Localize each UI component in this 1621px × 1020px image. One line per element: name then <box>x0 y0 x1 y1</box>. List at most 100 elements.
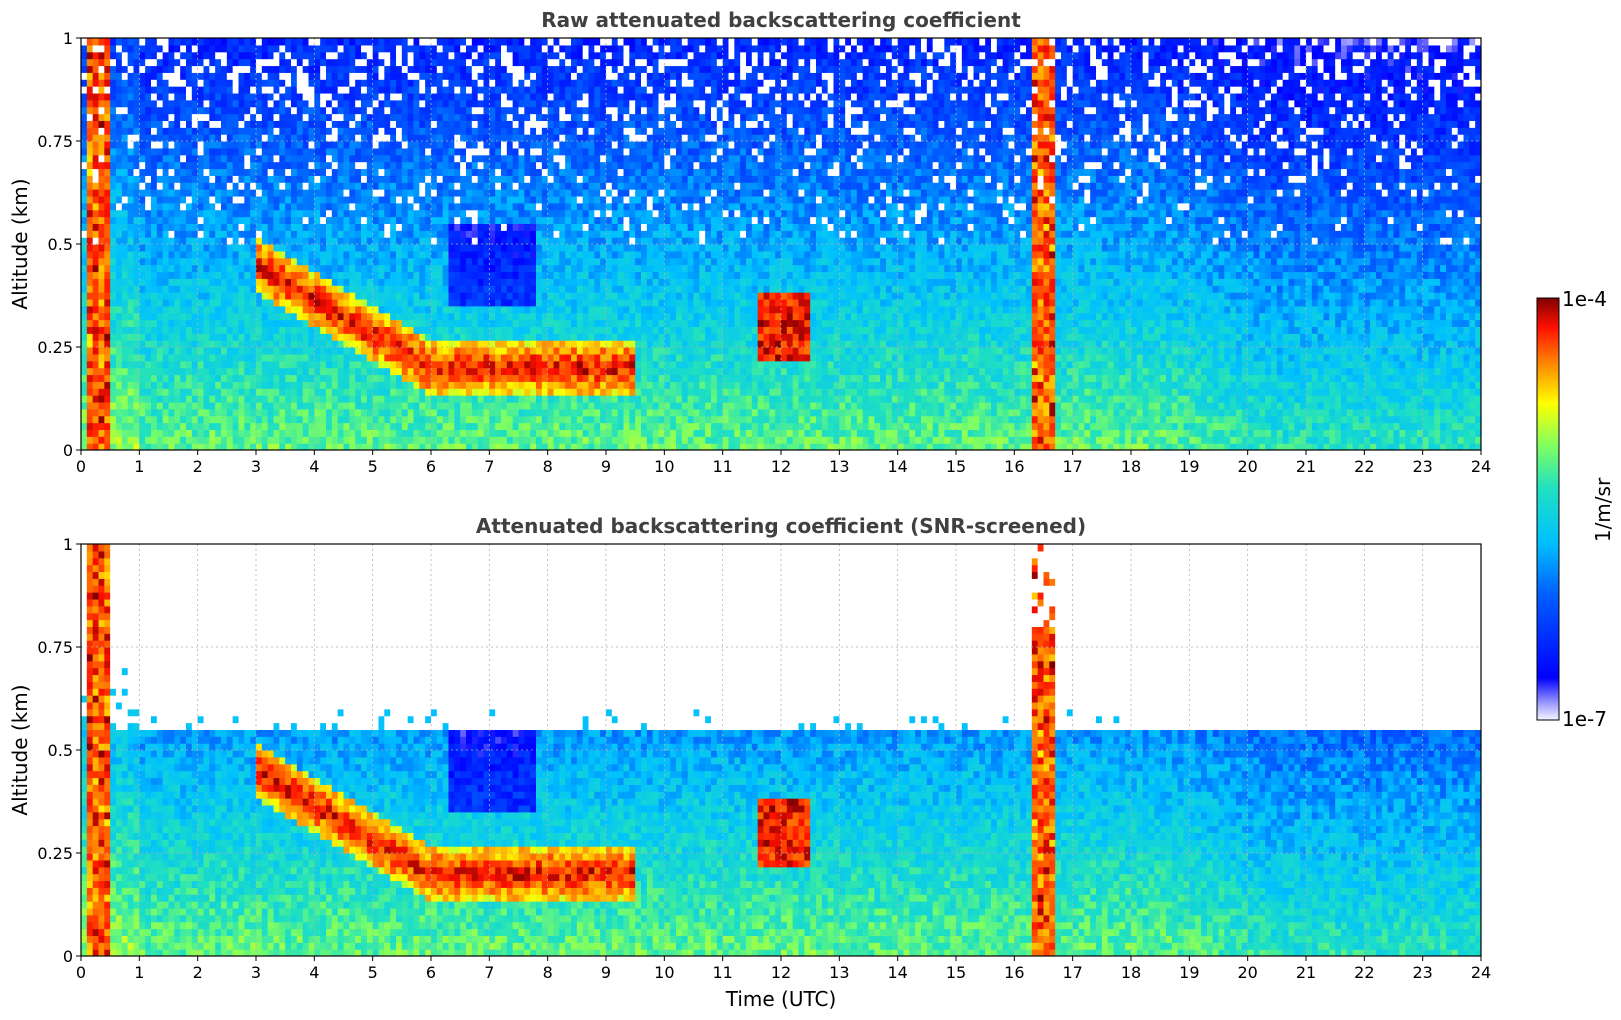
heatmap-cell <box>221 319 228 327</box>
heatmap-cell <box>436 347 444 355</box>
heatmap-cell <box>559 92 566 101</box>
heatmap-cell <box>466 230 473 238</box>
heatmap-cell <box>215 326 222 334</box>
heatmap-cell <box>448 38 455 46</box>
heatmap-cell <box>477 305 485 314</box>
heatmap-cell <box>244 257 251 266</box>
heatmap-cell <box>302 388 310 396</box>
heatmap-cell <box>168 175 175 183</box>
heatmap-cell <box>92 223 100 231</box>
heatmap-cell <box>145 237 152 245</box>
heatmap-cell <box>133 388 140 396</box>
heatmap-cell <box>320 408 327 417</box>
heatmap-cell <box>81 278 88 286</box>
heatmap-cell <box>553 443 560 450</box>
heatmap-cell <box>512 120 520 128</box>
heatmap-cell <box>506 395 514 403</box>
heatmap-cell <box>331 223 339 231</box>
heatmap-cell <box>448 189 455 197</box>
heatmap-cell <box>314 141 321 149</box>
heatmap-cell <box>536 51 543 60</box>
heatmap-cell <box>541 237 549 245</box>
heatmap-cell <box>145 257 152 266</box>
heatmap-cell <box>98 44 105 53</box>
heatmap-cell <box>506 298 514 307</box>
heatmap-cell <box>98 257 105 266</box>
heatmap-cell <box>489 141 496 149</box>
heatmap-cell <box>466 374 473 382</box>
heatmap-cell <box>401 86 409 94</box>
heatmap-cell <box>524 367 531 376</box>
heatmap-cell <box>512 415 520 424</box>
heatmap-cell <box>436 408 444 417</box>
heatmap-cell <box>448 65 455 73</box>
heatmap-cell <box>133 381 140 389</box>
heatmap-cell <box>238 388 245 396</box>
heatmap-cell <box>454 319 461 327</box>
heatmap-cell <box>483 141 490 149</box>
heatmap-cell <box>197 278 205 286</box>
heatmap-cell <box>256 168 263 176</box>
heatmap-cell <box>425 141 432 149</box>
heatmap-cell <box>232 298 240 307</box>
heatmap-cell <box>302 395 310 403</box>
heatmap-cell <box>110 312 117 321</box>
heatmap-cell <box>133 429 140 437</box>
heatmap-cell <box>180 360 187 369</box>
heatmap-cell <box>460 237 467 245</box>
heatmap-cell <box>541 175 549 183</box>
heatmap-cell <box>349 168 356 176</box>
heatmap-cell <box>366 58 374 67</box>
heatmap-cell <box>215 141 222 149</box>
heatmap-cell <box>279 65 286 73</box>
heatmap-cell <box>413 230 420 238</box>
heatmap-cell <box>530 319 537 327</box>
heatmap-cell <box>518 38 525 46</box>
heatmap-cell <box>355 189 362 197</box>
heatmap-cell <box>86 298 94 307</box>
heatmap-cell <box>489 401 496 410</box>
heatmap-cell <box>495 353 502 362</box>
heatmap-cell <box>180 257 187 266</box>
heatmap-cell <box>203 381 210 389</box>
heatmap-cell <box>226 353 234 362</box>
heatmap-cell <box>145 271 152 279</box>
heatmap-cell <box>343 388 350 396</box>
heatmap-cell <box>326 312 333 321</box>
heatmap-cell <box>466 127 473 135</box>
heatmap-cell <box>512 182 520 190</box>
heatmap-cell <box>372 195 380 204</box>
heatmap-cell <box>86 134 94 142</box>
heatmap-cell <box>186 65 193 73</box>
heatmap-cell <box>238 367 245 376</box>
heatmap-cell <box>168 195 175 204</box>
heatmap-cell <box>151 161 158 170</box>
heatmap-cell <box>378 436 385 444</box>
heatmap-cell <box>302 134 310 142</box>
heatmap-cell <box>331 65 339 73</box>
heatmap-cell <box>396 189 403 197</box>
heatmap-cell <box>81 209 88 218</box>
heatmap-cell <box>512 250 520 259</box>
heatmap-cell <box>174 120 181 128</box>
heatmap-cell <box>401 79 409 87</box>
heatmap-cell <box>396 326 403 334</box>
heatmap-cell <box>267 443 275 450</box>
heatmap-cell <box>518 113 525 121</box>
heatmap-cell <box>110 422 117 430</box>
heatmap-cell <box>501 326 508 334</box>
heatmap-cell <box>168 278 175 286</box>
heatmap-cell <box>331 99 339 108</box>
heatmap-cell <box>261 374 269 382</box>
heatmap-cell <box>541 422 549 430</box>
heatmap-cell <box>320 182 327 190</box>
heatmap-cell <box>104 429 111 437</box>
heatmap-cell <box>314 401 321 410</box>
heatmap-cell <box>541 182 549 190</box>
heatmap-cell <box>524 292 531 300</box>
heatmap-cell <box>460 326 467 334</box>
heatmap-cell <box>279 113 286 121</box>
heatmap-cell <box>261 182 269 190</box>
heatmap-cell <box>261 395 269 403</box>
heatmap-cell <box>372 353 380 362</box>
